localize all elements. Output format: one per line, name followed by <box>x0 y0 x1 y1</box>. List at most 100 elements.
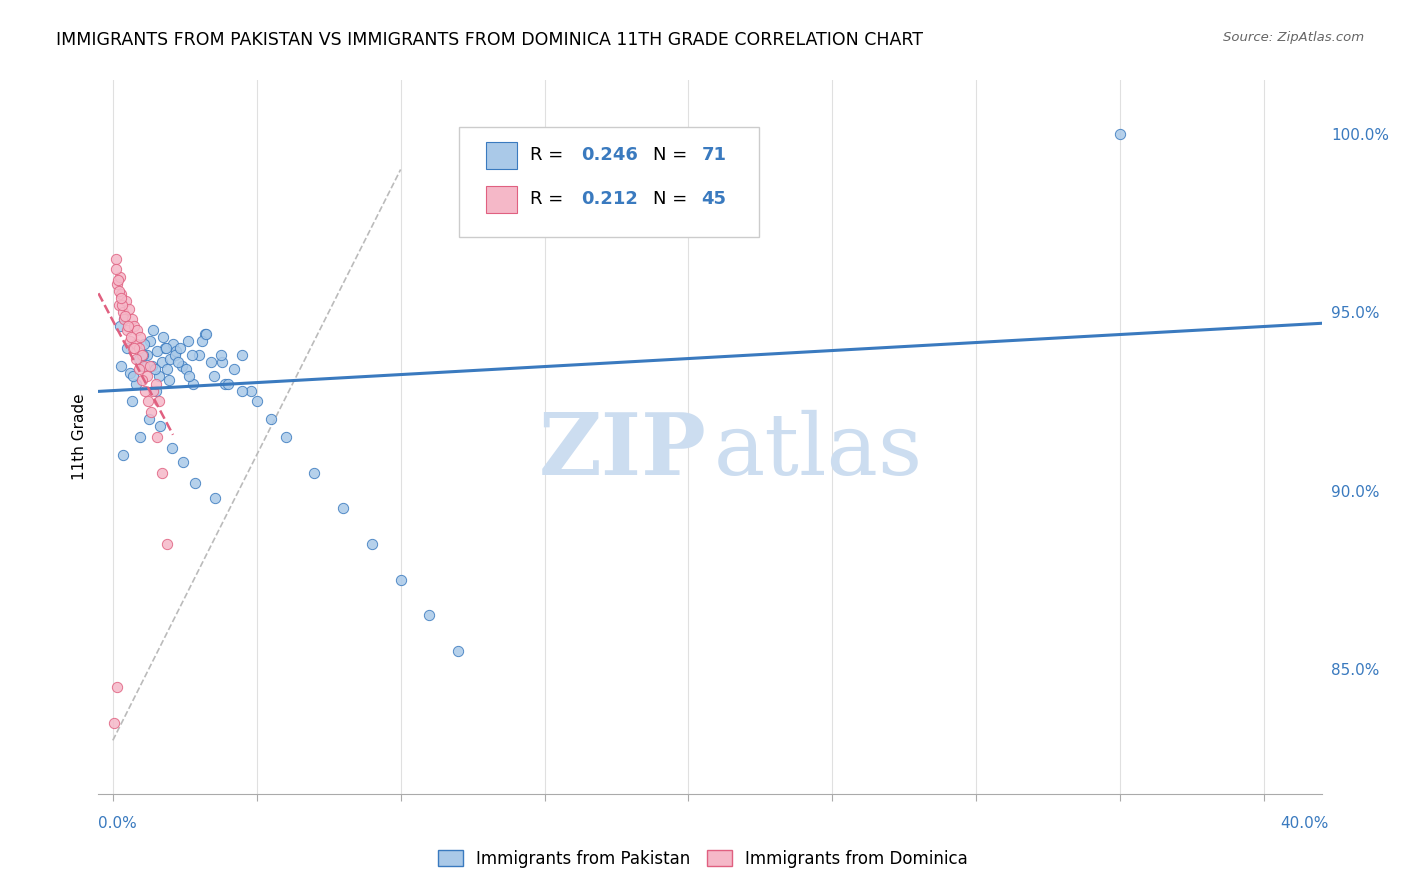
Point <box>200 355 222 369</box>
Point <box>120 366 142 380</box>
Point <box>246 394 269 409</box>
Text: N =: N = <box>652 191 693 209</box>
Point <box>125 337 148 351</box>
Text: R =: R = <box>530 146 569 164</box>
Point <box>131 359 153 373</box>
Point <box>125 376 148 391</box>
Point <box>195 326 218 341</box>
Point <box>110 287 132 301</box>
Point <box>184 476 207 491</box>
Point <box>149 419 172 434</box>
Point <box>214 376 236 391</box>
Text: 0.0%: 0.0% <box>98 816 138 831</box>
Point <box>122 341 145 355</box>
Point <box>108 319 131 334</box>
Point <box>447 644 470 658</box>
Point <box>157 373 180 387</box>
Point <box>150 355 173 369</box>
Point <box>111 448 134 462</box>
Point <box>172 455 194 469</box>
Point <box>148 394 170 409</box>
Point <box>136 348 159 362</box>
Point <box>181 348 204 362</box>
Point <box>115 341 138 355</box>
FancyBboxPatch shape <box>486 186 517 213</box>
Point <box>114 309 136 323</box>
Point <box>111 298 134 312</box>
Point <box>231 384 253 398</box>
Point <box>239 384 262 398</box>
Point <box>120 330 142 344</box>
Point <box>217 376 239 391</box>
Point <box>209 348 232 362</box>
Point <box>132 348 155 362</box>
Point <box>110 291 132 305</box>
Point <box>107 273 129 287</box>
Text: N =: N = <box>652 146 693 164</box>
Point <box>128 351 150 366</box>
Point <box>105 680 128 694</box>
Point <box>121 312 143 326</box>
Point <box>145 430 167 444</box>
Point <box>204 491 226 505</box>
Point <box>117 301 139 316</box>
Point <box>177 369 200 384</box>
Point <box>150 466 173 480</box>
Point <box>107 298 129 312</box>
Point <box>148 369 170 384</box>
Point <box>162 337 184 351</box>
Text: 71: 71 <box>702 146 727 164</box>
Point <box>114 294 136 309</box>
Point <box>146 344 169 359</box>
Point <box>156 537 179 551</box>
Point <box>332 501 354 516</box>
Point <box>176 334 198 348</box>
Point <box>141 359 163 373</box>
Point <box>389 573 412 587</box>
Point <box>183 376 205 391</box>
Point <box>108 269 131 284</box>
Point <box>418 608 440 623</box>
Text: 0.212: 0.212 <box>582 191 638 209</box>
Point <box>1109 127 1132 141</box>
Point <box>142 323 165 337</box>
Point <box>104 252 127 266</box>
Text: atlas: atlas <box>714 409 922 493</box>
Point <box>129 330 152 344</box>
Text: ZIP: ZIP <box>538 409 706 493</box>
Point <box>112 312 135 326</box>
Point <box>191 334 214 348</box>
Point <box>108 284 131 298</box>
Point <box>120 334 142 348</box>
Point <box>231 348 253 362</box>
Point <box>156 362 179 376</box>
Point <box>131 373 153 387</box>
Point <box>111 305 134 319</box>
Point <box>260 412 283 426</box>
Point <box>165 344 187 359</box>
Text: R =: R = <box>530 191 569 209</box>
Point <box>170 359 193 373</box>
Text: 0.246: 0.246 <box>582 146 638 164</box>
Point <box>360 537 382 551</box>
Point <box>143 362 166 376</box>
Text: 45: 45 <box>702 191 727 209</box>
Text: Source: ZipAtlas.com: Source: ZipAtlas.com <box>1223 31 1364 45</box>
Point <box>202 369 225 384</box>
Point <box>139 334 162 348</box>
Point <box>166 355 188 369</box>
Point <box>211 355 233 369</box>
Point <box>122 369 145 384</box>
Point <box>138 412 160 426</box>
Point <box>159 351 181 366</box>
Point <box>115 323 138 337</box>
Point <box>139 359 162 373</box>
Point <box>194 326 217 341</box>
Point <box>110 359 132 373</box>
Point <box>188 348 211 362</box>
Point <box>304 466 326 480</box>
Text: 40.0%: 40.0% <box>1281 816 1329 831</box>
Point <box>125 351 148 366</box>
Point <box>129 430 152 444</box>
Point <box>105 277 128 291</box>
